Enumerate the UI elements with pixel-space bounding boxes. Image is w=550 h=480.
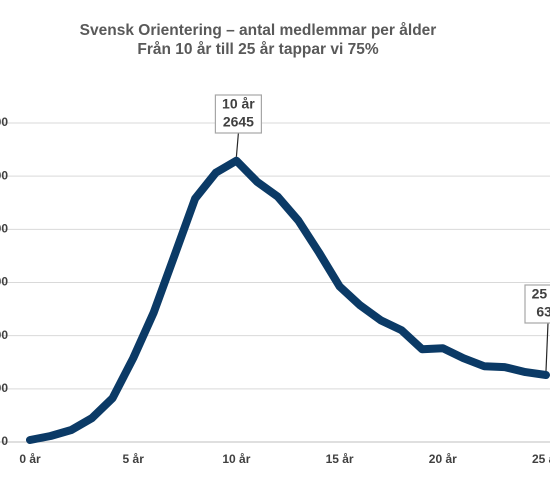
y-tick-label: 500 [0,381,8,395]
data-line [26,156,550,444]
chart-subtitle: Från 10 år till 25 år tappar vi 75% [137,41,378,58]
y-tick-label: 1500 [0,275,8,289]
annotation-text: 630 [536,304,550,320]
x-tick-label: 25 år [532,452,550,466]
annotation-box [524,284,550,324]
chart-title: Svensk Orientering – antal medlemmar per… [80,22,437,39]
y-tick-label: 1000 [0,328,8,342]
x-tick-label: 10 år [222,452,250,466]
y-tick-label: 3000 [0,115,8,129]
x-tick-label: 0 år [19,452,41,466]
annotation-text: 25 år [532,286,550,302]
annotation-text: 10 år [222,96,255,112]
annotation-box [214,94,262,134]
annotation-leader [545,322,549,372]
x-tick-label: 20 år [429,452,457,466]
x-tick-label: 15 år [326,452,354,466]
annotation-leader [235,132,239,157]
annotation-text: 2645 [223,114,254,130]
x-tick-label: 5 år [123,452,145,466]
y-tick-label: 0 [1,434,8,448]
y-tick-label: 2500 [0,168,8,182]
y-tick-label: 2000 [0,222,8,236]
